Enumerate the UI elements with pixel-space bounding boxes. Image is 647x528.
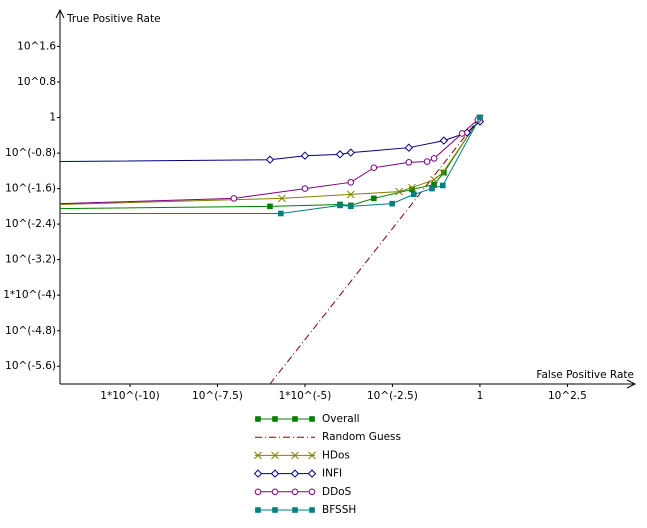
marker bbox=[290, 469, 300, 478]
marker bbox=[309, 507, 315, 513]
marker bbox=[370, 164, 378, 171]
marker bbox=[405, 159, 413, 166]
marker bbox=[292, 416, 298, 422]
x-tick-label: 10^(-2.5) bbox=[367, 390, 418, 402]
marker bbox=[347, 203, 354, 210]
x-axis-arrow bbox=[626, 379, 637, 389]
marker bbox=[337, 202, 343, 209]
marker bbox=[335, 150, 345, 159]
legend-label: DDoS bbox=[322, 486, 352, 498]
marker bbox=[441, 169, 447, 176]
legend-label: INFI bbox=[322, 468, 342, 480]
legend-item: Overall bbox=[255, 413, 360, 425]
marker bbox=[309, 416, 315, 422]
marker bbox=[272, 507, 278, 513]
marker bbox=[270, 469, 280, 478]
y-axis-label: True Positive Rate bbox=[66, 13, 161, 25]
y-axis-arrow bbox=[55, 8, 65, 19]
x-tick-label: 10^2.5 bbox=[548, 390, 587, 402]
x-axis-label: False Positive Rate bbox=[536, 369, 634, 381]
marker bbox=[430, 175, 438, 184]
marker bbox=[346, 148, 355, 157]
legend-label: HDos bbox=[322, 449, 350, 461]
marker bbox=[404, 143, 414, 152]
y-tick-label: 10^0.8 bbox=[17, 76, 56, 88]
marker bbox=[267, 203, 273, 210]
x-tick-label: 1 bbox=[477, 390, 484, 402]
legend-item: INFI bbox=[253, 468, 342, 480]
marker bbox=[292, 507, 298, 513]
marker bbox=[255, 416, 261, 422]
marker bbox=[431, 181, 437, 188]
y-tick-label: 10^(-5.6) bbox=[5, 360, 56, 372]
x-tick-label: 10^(-7.5) bbox=[192, 390, 243, 402]
marker bbox=[423, 158, 431, 165]
marker bbox=[438, 168, 447, 177]
marker bbox=[458, 130, 466, 137]
y-tick-label: 10^(-0.8) bbox=[5, 147, 56, 159]
x-tick-label: 1*10^(-10) bbox=[100, 390, 159, 402]
marker bbox=[307, 469, 317, 478]
y-tick-label: 10^(-4.8) bbox=[5, 325, 56, 337]
legend-item: Random Guess bbox=[255, 431, 401, 443]
x-tick-label: 1*10^(-5) bbox=[279, 390, 332, 402]
marker bbox=[271, 488, 279, 496]
marker bbox=[253, 469, 263, 478]
y-tick-label: 10^(-1.6) bbox=[5, 183, 56, 195]
marker bbox=[409, 186, 415, 193]
marker bbox=[429, 185, 435, 192]
legend-item: HDos bbox=[254, 449, 350, 461]
marker bbox=[230, 195, 238, 202]
series-line bbox=[59, 119, 479, 205]
marker bbox=[408, 183, 416, 192]
marker bbox=[395, 187, 403, 196]
y-tick-label: 10^1.6 bbox=[17, 40, 56, 52]
marker bbox=[430, 155, 438, 162]
y-tick-label: 1*10^(-4) bbox=[3, 289, 56, 301]
marker bbox=[440, 182, 446, 189]
legend-item: BFSSH bbox=[255, 504, 356, 516]
marker bbox=[291, 488, 299, 496]
marker bbox=[254, 488, 262, 496]
marker bbox=[300, 151, 310, 160]
marker bbox=[308, 451, 316, 460]
legend-label: Overall bbox=[322, 413, 360, 425]
y-tick-label: 1 bbox=[49, 111, 56, 123]
marker bbox=[411, 191, 417, 198]
legend: Overall Random Guess HDos INFI DDoS BFSSH bbox=[253, 413, 401, 516]
marker bbox=[477, 114, 483, 121]
marker bbox=[254, 451, 262, 460]
marker bbox=[439, 136, 449, 145]
marker bbox=[278, 194, 286, 203]
marker bbox=[255, 507, 261, 513]
y-tick-label: 10^(-2.4) bbox=[5, 218, 56, 230]
marker bbox=[389, 200, 395, 207]
series-line bbox=[269, 117, 481, 385]
marker bbox=[272, 416, 278, 422]
legend-label: BFSSH bbox=[322, 504, 356, 516]
marker bbox=[371, 195, 377, 202]
marker bbox=[346, 190, 355, 199]
marker bbox=[308, 488, 316, 496]
legend-label: Random Guess bbox=[322, 431, 401, 443]
marker bbox=[277, 210, 284, 217]
legend-item: DDoS bbox=[254, 486, 352, 498]
marker bbox=[347, 179, 355, 186]
marker bbox=[301, 185, 309, 192]
marker bbox=[265, 155, 275, 164]
y-tick-label: 10^(-3.2) bbox=[5, 254, 56, 266]
marker bbox=[271, 451, 279, 460]
marker bbox=[291, 451, 299, 460]
